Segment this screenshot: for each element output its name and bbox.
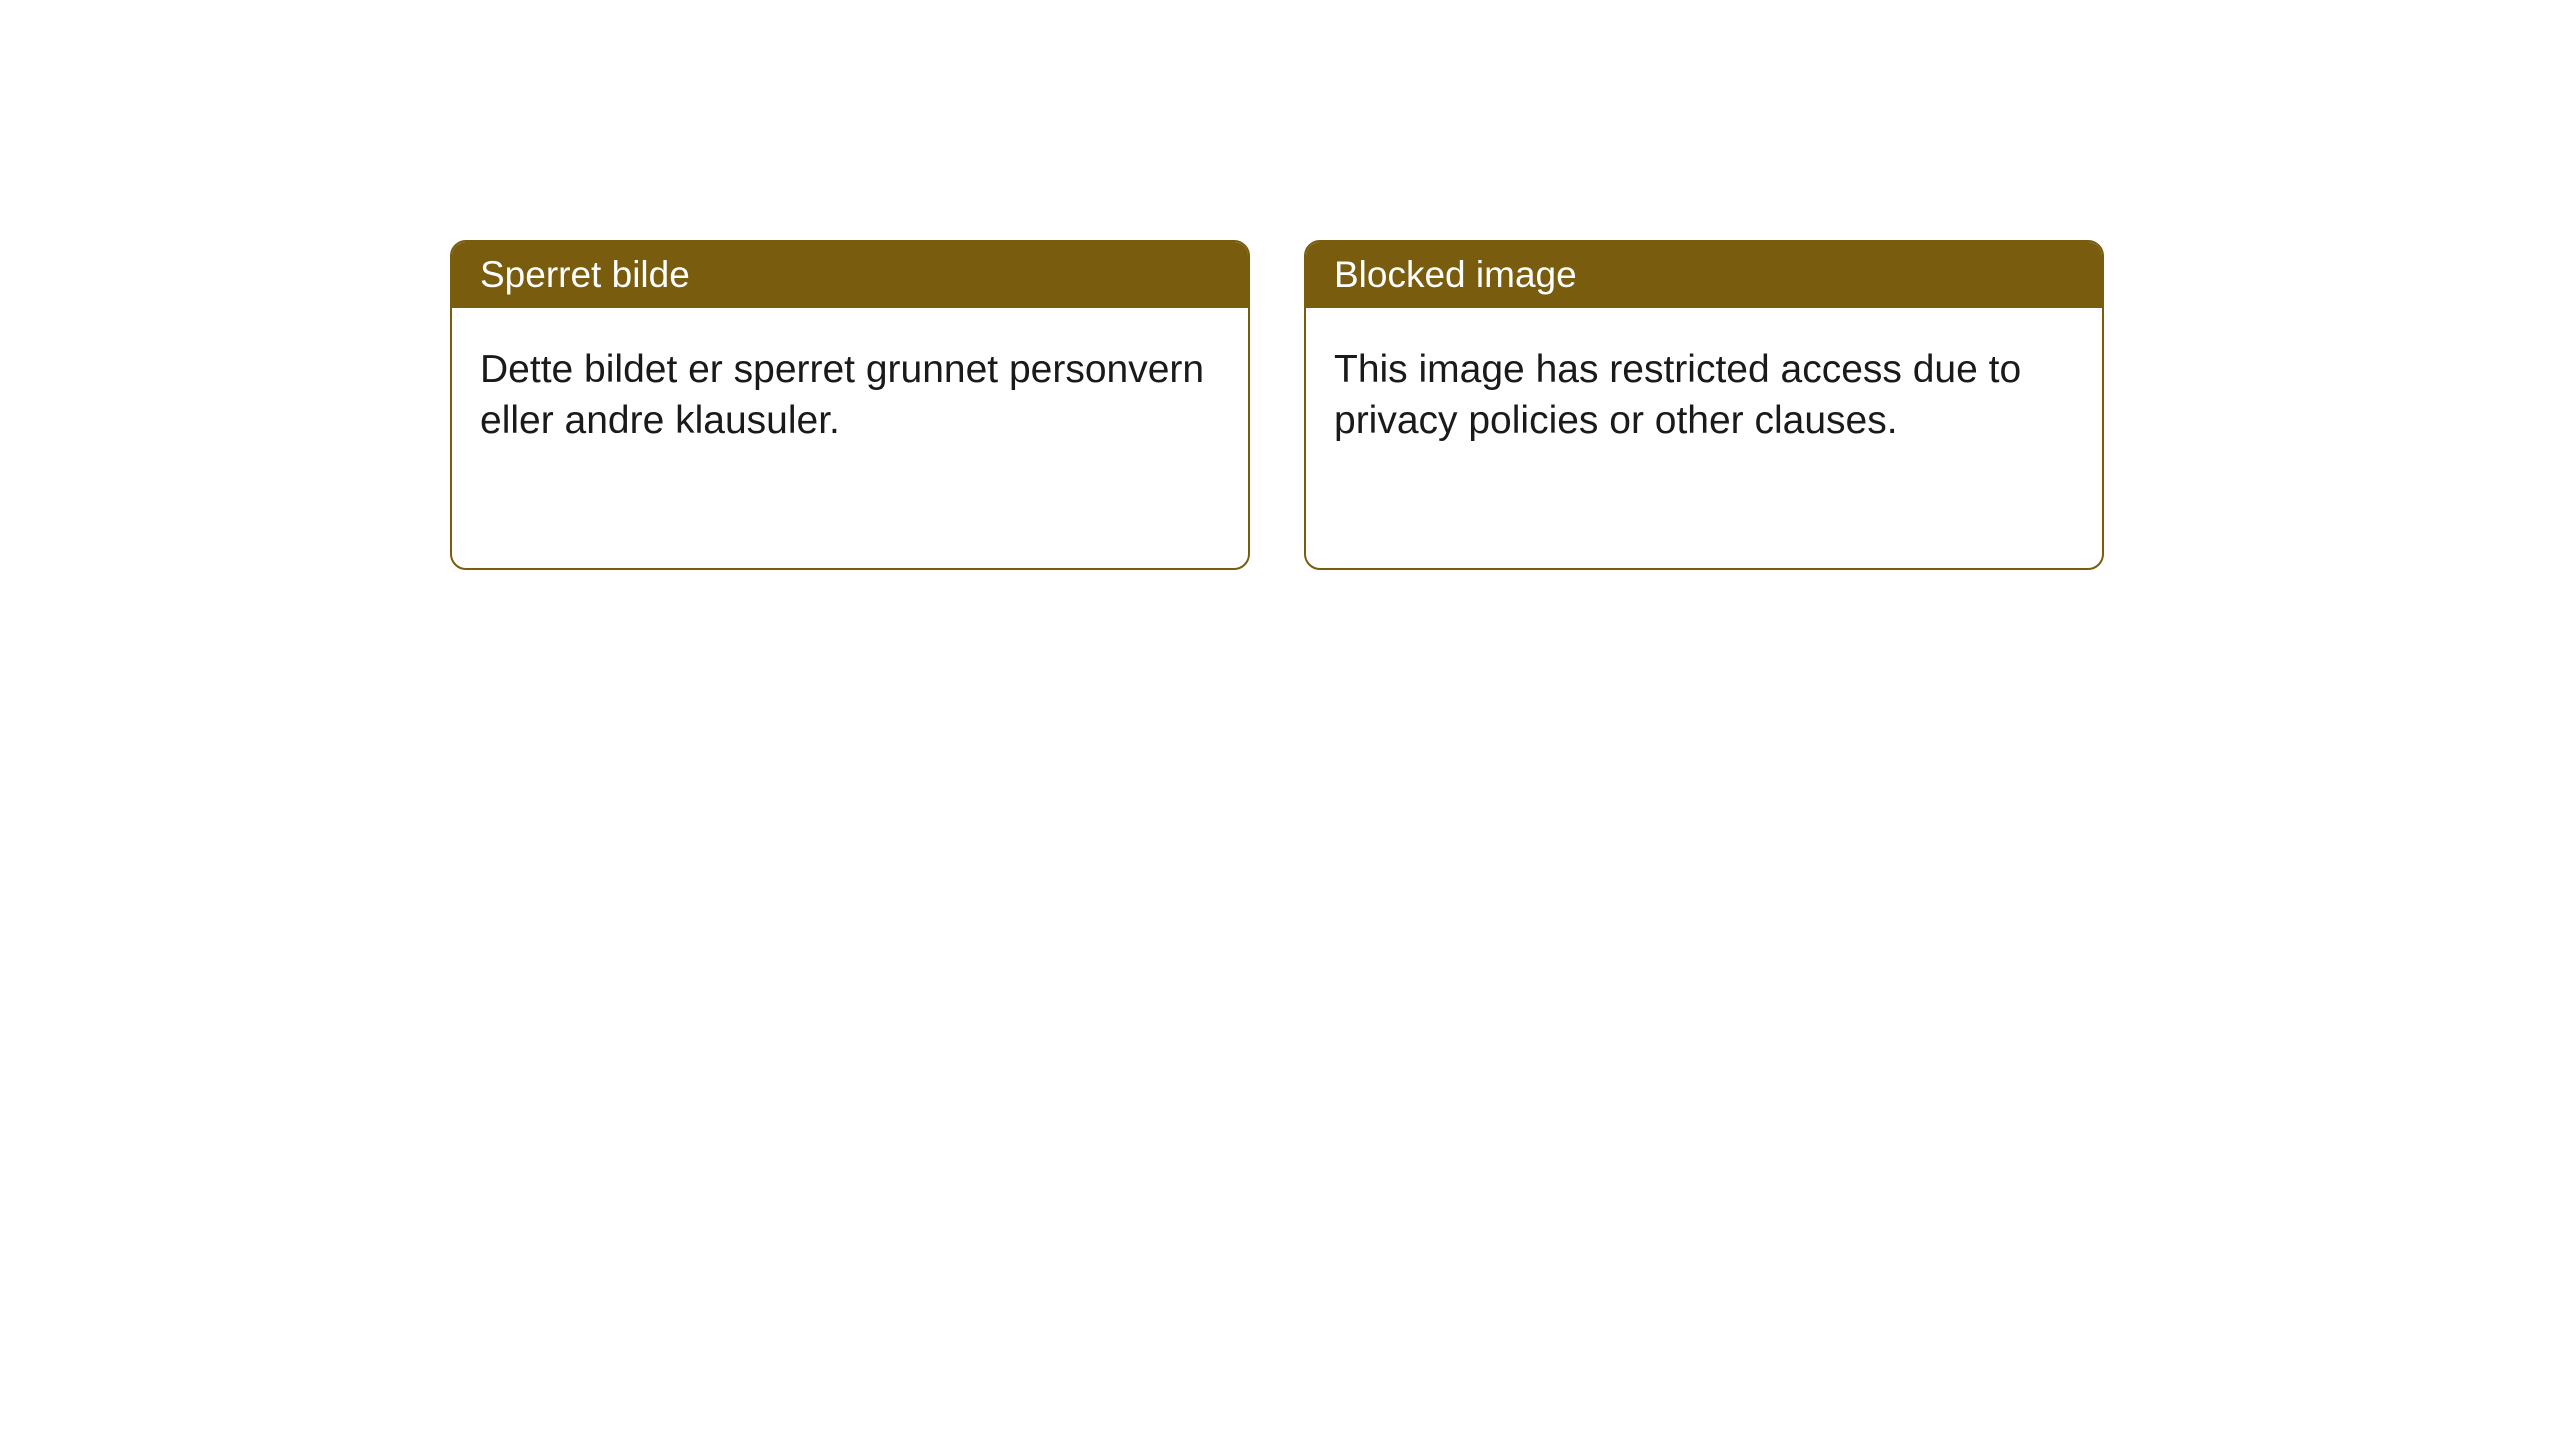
notice-container: Sperret bilde Dette bildet er sperret gr… <box>0 0 2560 570</box>
notice-title: Blocked image <box>1306 242 2102 308</box>
notice-body: This image has restricted access due to … <box>1306 308 2102 483</box>
notice-body: Dette bildet er sperret grunnet personve… <box>452 308 1248 483</box>
notice-title: Sperret bilde <box>452 242 1248 308</box>
notice-card-norwegian: Sperret bilde Dette bildet er sperret gr… <box>450 240 1250 570</box>
notice-card-english: Blocked image This image has restricted … <box>1304 240 2104 570</box>
